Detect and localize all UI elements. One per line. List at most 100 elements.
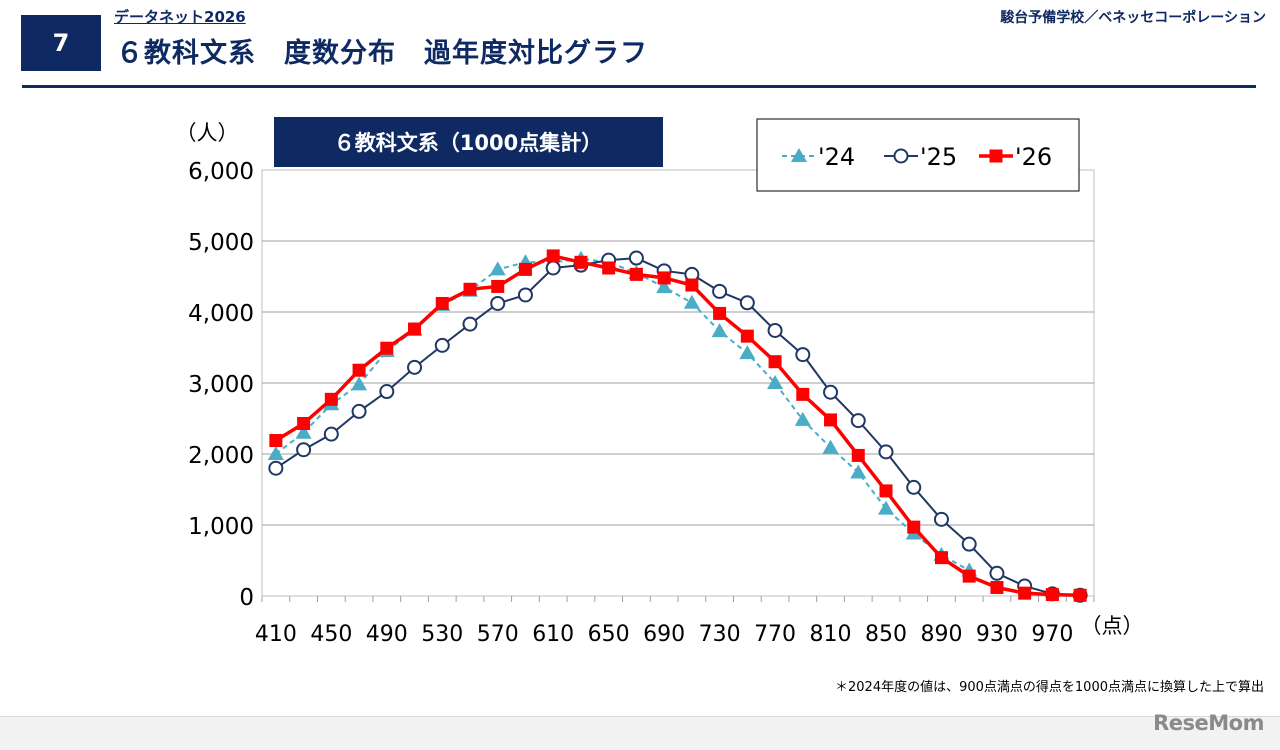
y-tick-label: 6,000 bbox=[188, 159, 254, 185]
data-point bbox=[491, 279, 505, 293]
data-point bbox=[324, 392, 338, 406]
data-point bbox=[768, 355, 782, 369]
line-chart: 0 1,000 2,000 3,000 4,000 5,000 6,000 410 450 49… bbox=[176, 117, 1144, 647]
data-point bbox=[574, 255, 588, 269]
data-point bbox=[408, 322, 422, 336]
data-point bbox=[656, 279, 673, 294]
data-point bbox=[517, 287, 533, 303]
data-point bbox=[295, 424, 312, 439]
data-point bbox=[268, 460, 284, 476]
data-point bbox=[711, 323, 728, 338]
x-tick-label: 890 bbox=[920, 622, 962, 647]
page-number: 7 bbox=[21, 15, 101, 71]
header-divider bbox=[22, 85, 1256, 88]
series-line bbox=[275, 257, 970, 572]
x-tick-label: 730 bbox=[699, 622, 741, 647]
x-tick-label: 690 bbox=[643, 622, 685, 647]
data-point bbox=[1018, 586, 1032, 600]
y-axis: 0 1,000 2,000 3,000 4,000 5,000 6,000 bbox=[188, 159, 254, 611]
x-tick-label: 650 bbox=[588, 622, 630, 647]
data-point bbox=[907, 520, 921, 534]
data-point bbox=[628, 250, 644, 266]
data-point bbox=[323, 426, 339, 442]
publisher-label: 駿台予備学校／ベネッセコーポレーション bbox=[1000, 10, 1266, 26]
data-point bbox=[961, 536, 977, 552]
data-point bbox=[878, 500, 894, 515]
data-point bbox=[489, 261, 506, 276]
data-point bbox=[1073, 588, 1087, 602]
data-point bbox=[435, 296, 449, 310]
series-layer bbox=[267, 249, 1088, 603]
data-point bbox=[297, 416, 311, 430]
data-point bbox=[795, 347, 811, 363]
legend-item: '24 bbox=[782, 143, 855, 171]
data-point bbox=[739, 345, 756, 360]
x-tick-label: 610 bbox=[532, 622, 574, 647]
chart-title-box bbox=[274, 117, 663, 167]
data-point bbox=[906, 479, 922, 495]
y-tick-label: 1,000 bbox=[188, 514, 254, 540]
data-point bbox=[463, 282, 477, 296]
legend-label: '26 bbox=[1015, 143, 1052, 171]
legend-label: '25 bbox=[920, 143, 957, 171]
data-point bbox=[933, 511, 949, 527]
data-point bbox=[657, 271, 671, 285]
data-point bbox=[823, 384, 839, 400]
y-tick-label: 5,000 bbox=[188, 230, 254, 256]
data-point bbox=[822, 439, 839, 454]
data-point bbox=[352, 363, 366, 377]
data-point bbox=[824, 413, 838, 427]
x-tick-label: 410 bbox=[255, 622, 297, 647]
data-point bbox=[879, 484, 893, 498]
data-point bbox=[685, 278, 699, 292]
x-tick-label: 490 bbox=[366, 622, 408, 647]
y-tick-label: 2,000 bbox=[188, 443, 254, 469]
legend-item: '26 bbox=[979, 143, 1052, 171]
data-point bbox=[791, 148, 807, 162]
data-point bbox=[934, 551, 948, 565]
data-point bbox=[740, 329, 754, 343]
series-label: データネット2026 bbox=[114, 8, 246, 26]
data-point bbox=[850, 464, 867, 479]
data-point bbox=[713, 306, 727, 320]
data-point bbox=[269, 434, 283, 448]
data-point bbox=[518, 262, 532, 276]
data-point bbox=[267, 446, 284, 460]
data-point bbox=[767, 322, 783, 338]
page-title: ６教科文系 度数分布 過年度対比グラフ bbox=[116, 38, 648, 69]
data-point bbox=[351, 403, 367, 419]
x-tick-label: 810 bbox=[810, 622, 852, 647]
legend-items: '24 '25 '26 bbox=[782, 143, 1052, 171]
data-point bbox=[546, 249, 560, 263]
data-point bbox=[434, 337, 450, 353]
data-point bbox=[990, 580, 1004, 594]
resemom-logo: ReseMom bbox=[1153, 711, 1264, 735]
bottom-band bbox=[0, 716, 1280, 750]
data-point bbox=[767, 375, 784, 389]
data-point bbox=[893, 148, 909, 164]
gridlines bbox=[262, 240, 1094, 526]
x-tick-label: 770 bbox=[754, 622, 796, 647]
x-tick-label: 450 bbox=[310, 622, 352, 647]
data-point bbox=[989, 149, 1003, 163]
x-tick-label: 930 bbox=[976, 622, 1018, 647]
y-tick-label: 3,000 bbox=[188, 372, 254, 398]
chart-title: ６教科文系（1000点集計） bbox=[334, 131, 602, 155]
data-point bbox=[407, 359, 423, 375]
data-point bbox=[629, 267, 643, 281]
data-point bbox=[545, 260, 561, 276]
x-tick-label: 970 bbox=[1031, 622, 1073, 647]
data-point bbox=[1045, 588, 1059, 602]
x-tick-label: 530 bbox=[421, 622, 463, 647]
footnote: ＊2024年度の値は、900点満点の得点を1000点満点に換算した上で算出 bbox=[835, 680, 1264, 695]
legend-item: '25 bbox=[884, 143, 957, 171]
data-point bbox=[296, 442, 312, 458]
data-point bbox=[602, 261, 616, 275]
data-point bbox=[962, 569, 976, 583]
x-tick-label: 570 bbox=[477, 622, 519, 647]
data-point bbox=[683, 294, 700, 309]
y-unit-label: （人） bbox=[176, 121, 239, 145]
data-point bbox=[739, 295, 755, 311]
data-point bbox=[462, 316, 478, 332]
data-point bbox=[490, 295, 506, 311]
